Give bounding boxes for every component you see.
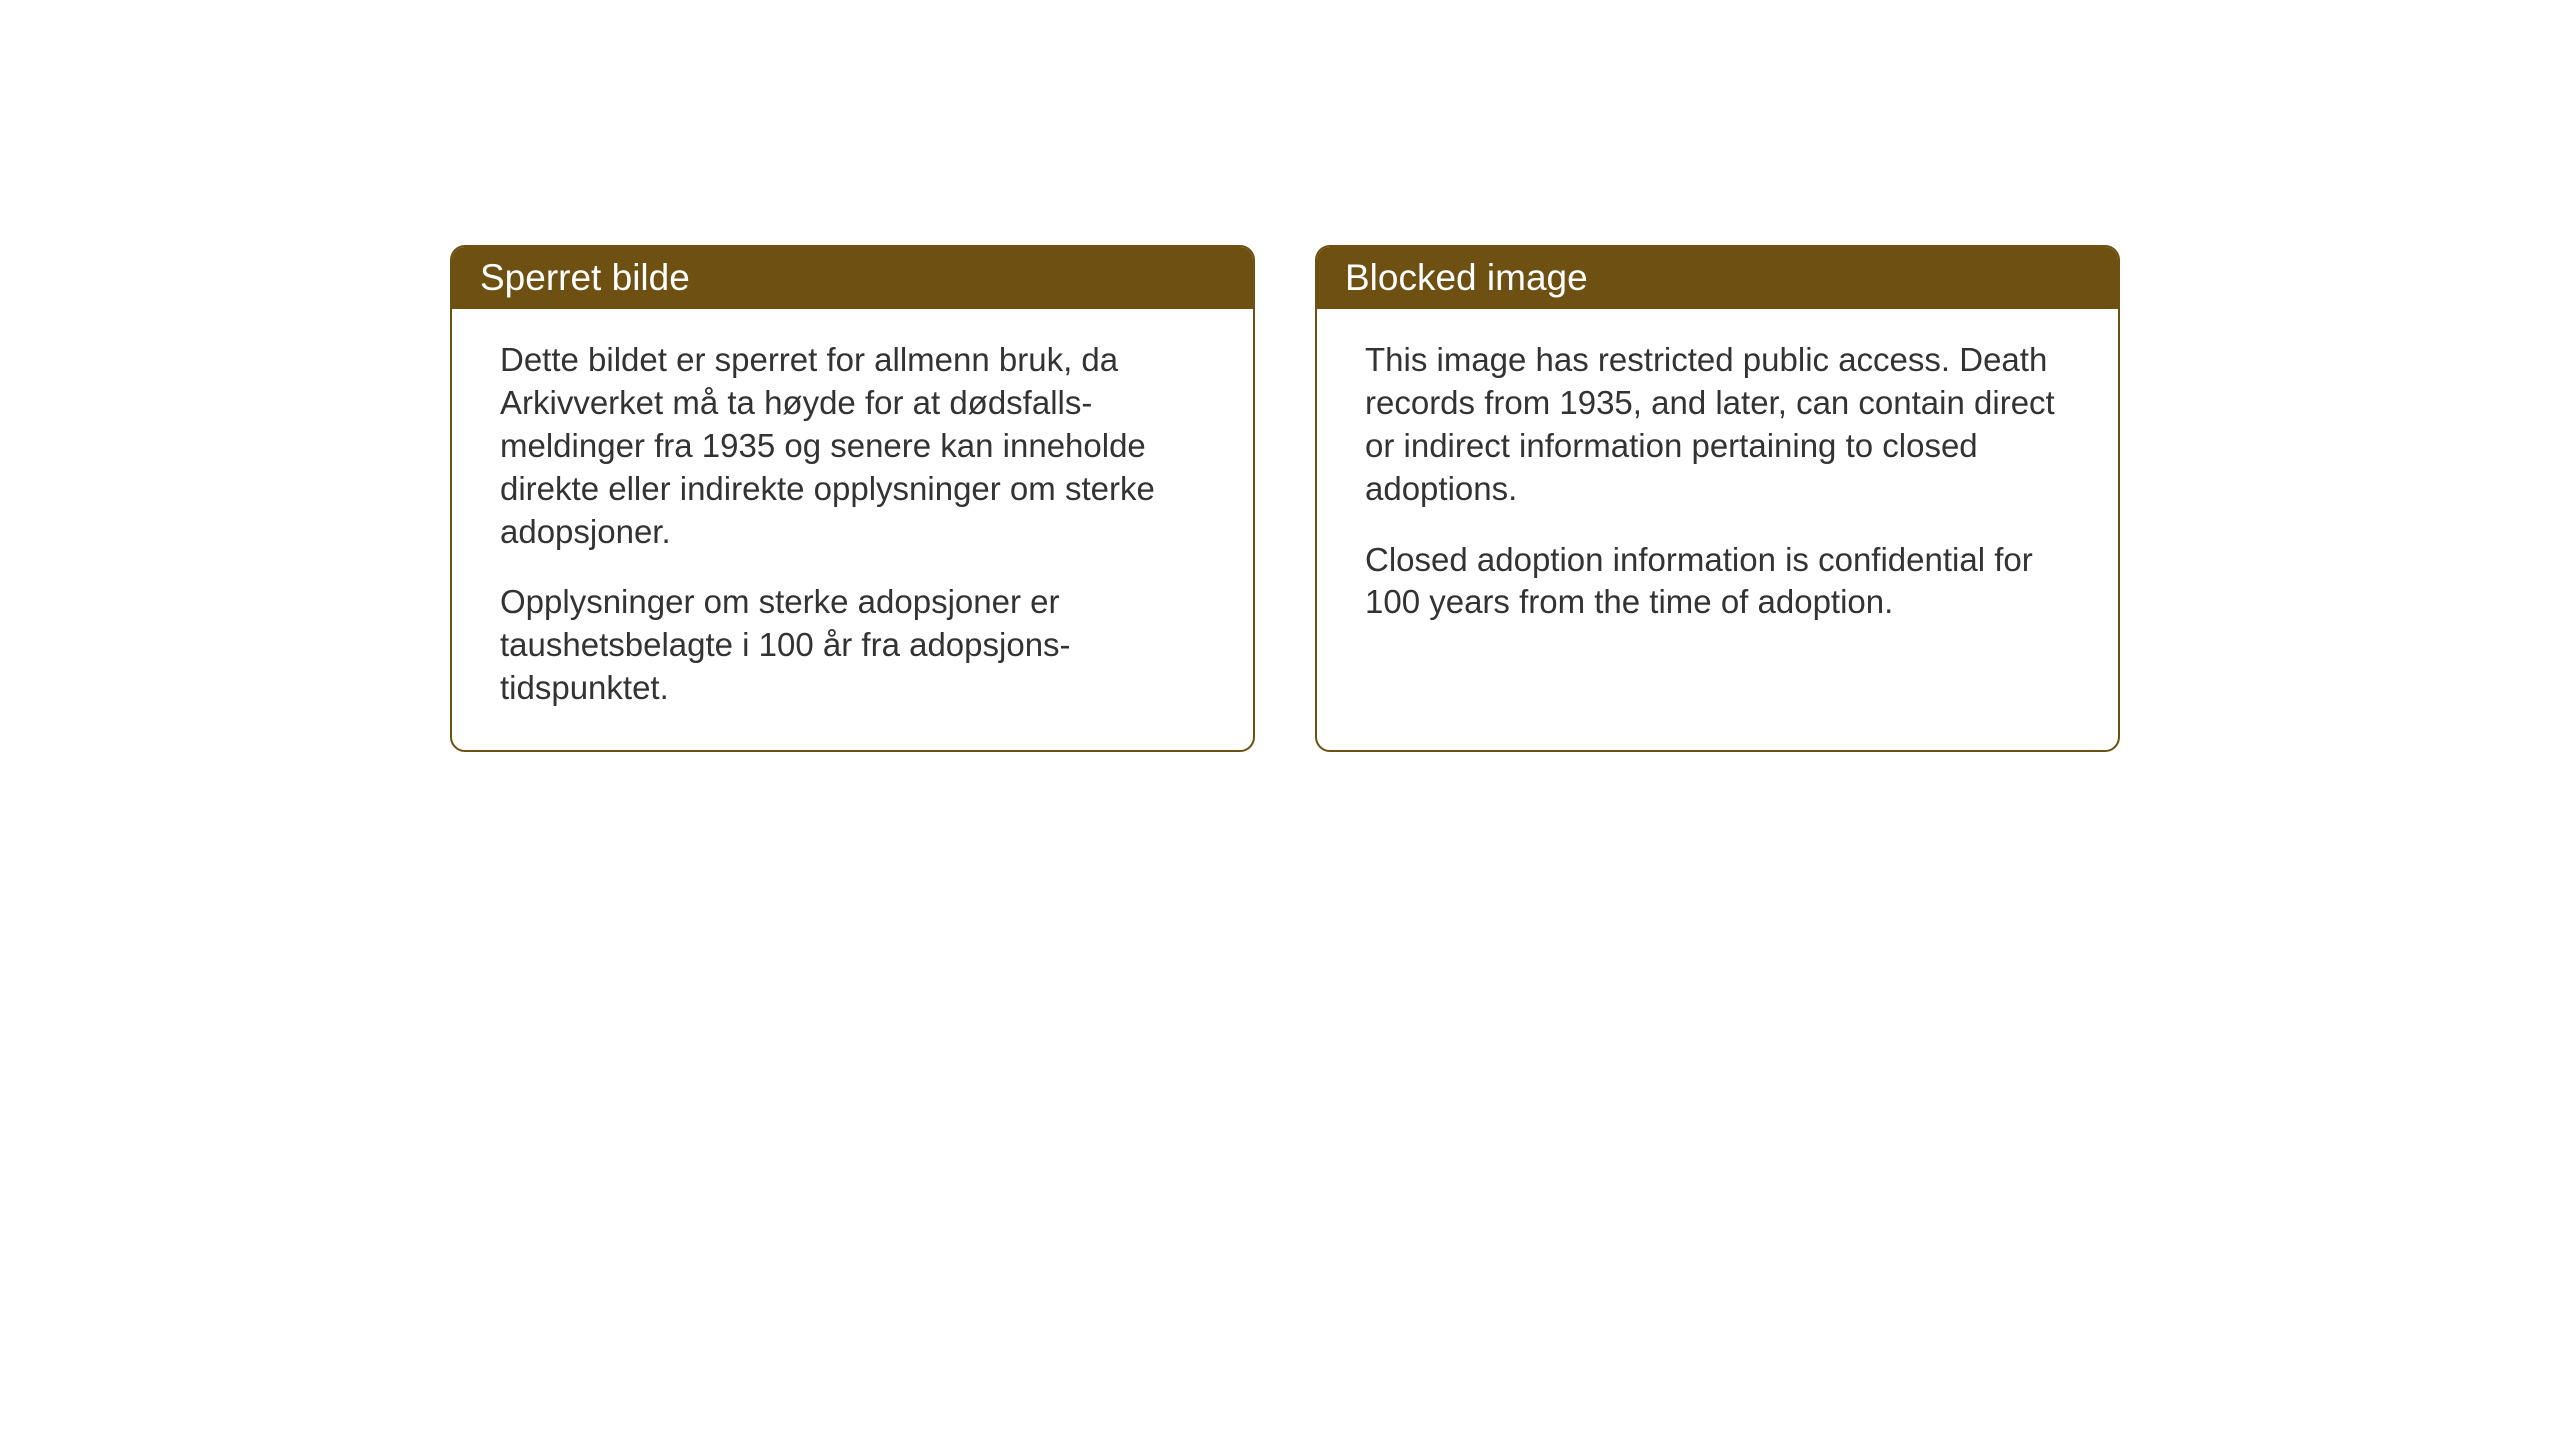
notice-cards-container: Sperret bilde Dette bildet er sperret fo… xyxy=(450,245,2120,752)
english-paragraph-1: This image has restricted public access.… xyxy=(1365,339,2070,511)
norwegian-card-title: Sperret bilde xyxy=(452,247,1253,309)
norwegian-card-body: Dette bildet er sperret for allmenn bruk… xyxy=(452,309,1253,750)
norwegian-paragraph-2: Opplysninger om sterke adopsjoner er tau… xyxy=(500,581,1205,710)
english-notice-card: Blocked image This image has restricted … xyxy=(1315,245,2120,752)
english-card-title: Blocked image xyxy=(1317,247,2118,309)
english-paragraph-2: Closed adoption information is confident… xyxy=(1365,539,2070,625)
norwegian-notice-card: Sperret bilde Dette bildet er sperret fo… xyxy=(450,245,1255,752)
english-card-body: This image has restricted public access.… xyxy=(1317,309,2118,664)
norwegian-paragraph-1: Dette bildet er sperret for allmenn bruk… xyxy=(500,339,1205,553)
